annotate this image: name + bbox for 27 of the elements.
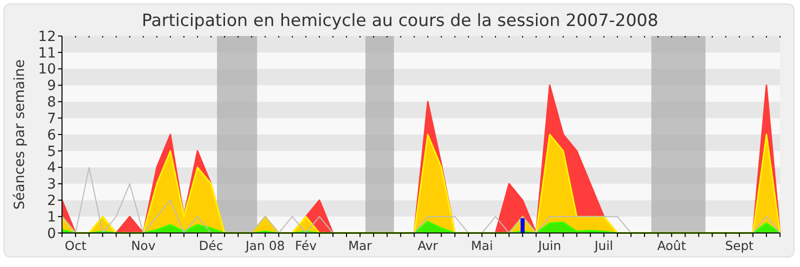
y-tick-label: 1 bbox=[47, 209, 56, 226]
x-tick-label: Déc bbox=[198, 238, 224, 253]
x-tick-label: Nov bbox=[131, 238, 156, 253]
y-tick-label: 9 bbox=[47, 78, 56, 94]
x-tick-label: Jan 08 bbox=[244, 238, 285, 253]
y-tick-label: 11 bbox=[38, 45, 56, 62]
y-tick-label: 12 bbox=[38, 28, 56, 45]
x-tick-label: Fév bbox=[295, 238, 318, 253]
y-tick-label: 4 bbox=[47, 160, 56, 176]
y-tick-label: 5 bbox=[47, 144, 56, 160]
x-tick-label: Avr bbox=[418, 238, 439, 253]
chart-title: Participation en hemicycle au cours de la session 2007-2008 bbox=[142, 11, 658, 31]
y-tick-label: 2 bbox=[47, 193, 56, 210]
y-tick-label: 8 bbox=[47, 94, 56, 111]
y-tick-label: 6 bbox=[47, 127, 56, 144]
x-tick-label: Mar bbox=[348, 238, 373, 253]
y-tick-label: 7 bbox=[47, 110, 56, 127]
x-tick-label: Oct bbox=[64, 238, 86, 253]
x-tick-label: Mai bbox=[471, 238, 493, 253]
y-tick-label: 3 bbox=[47, 176, 56, 193]
x-tick-label: Sept bbox=[725, 238, 754, 253]
y-tick-label: 10 bbox=[38, 62, 56, 78]
y-axis-title: Séances par semaine bbox=[12, 59, 28, 210]
x-tick-label: Juin bbox=[537, 238, 562, 253]
x-tick-label: Juil bbox=[594, 238, 614, 253]
y-tick-label: 0 bbox=[47, 226, 56, 242]
x-tick-label: Août bbox=[657, 238, 686, 253]
